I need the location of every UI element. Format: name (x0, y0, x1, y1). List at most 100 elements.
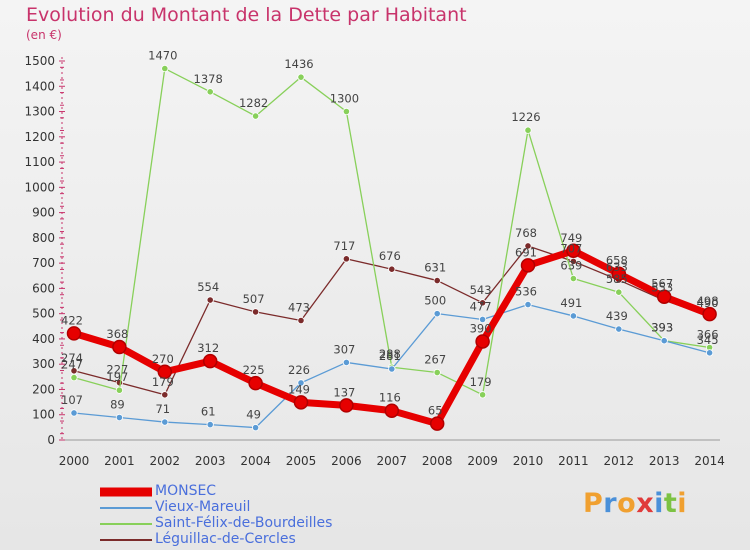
data-point-3 (342, 255, 350, 263)
data-point-3 (252, 308, 260, 316)
data-label: 707 (560, 241, 582, 255)
proxiti-logo: Proxiti (583, 488, 687, 519)
data-point-1 (297, 379, 305, 387)
data-point-1 (206, 420, 214, 429)
data-point-0 (339, 398, 354, 413)
data-label: 691 (515, 245, 537, 259)
x-tick-label: 2012 (604, 454, 635, 468)
data-point-1 (569, 312, 578, 320)
y-tick-label: 1000 (24, 180, 55, 194)
data-label: 281 (379, 349, 401, 363)
data-label: 227 (106, 363, 128, 377)
data-label: 768 (515, 226, 537, 240)
data-point-0 (202, 353, 218, 369)
legend-item: Vieux-Mareuil (100, 499, 400, 516)
data-point-1 (161, 418, 169, 426)
data-point-3 (569, 257, 578, 265)
data-point-3 (206, 296, 214, 304)
data-label: 490 (697, 296, 719, 310)
y-tick-label: 400 (32, 332, 55, 346)
data-point-3 (297, 316, 305, 325)
y-tick-label: 100 (32, 408, 55, 422)
data-label: 439 (606, 309, 628, 323)
x-tick-label: 2009 (467, 454, 498, 468)
data-label: 1282 (239, 96, 268, 110)
data-label: 491 (560, 296, 582, 310)
data-label: 307 (333, 342, 355, 356)
data-point-2 (433, 368, 441, 377)
data-point-2 (161, 64, 169, 73)
data-label: 61 (201, 405, 216, 419)
logo-letter: r (603, 488, 618, 519)
y-tick-label: 700 (32, 256, 55, 270)
data-point-1 (433, 310, 441, 318)
data-label: 477 (470, 299, 492, 313)
data-label: 553 (651, 280, 673, 294)
data-label: 390 (470, 321, 492, 335)
data-label: 631 (424, 261, 446, 275)
data-point-1 (252, 424, 260, 432)
data-label: 197 (106, 370, 128, 384)
data-label: 473 (288, 300, 310, 314)
legend-label: Saint-Félix-de-Bourdeilles (155, 515, 333, 531)
data-label: 137 (333, 385, 355, 399)
data-label: 393 (651, 321, 673, 335)
legend-swatch (100, 523, 152, 525)
data-label: 1300 (330, 92, 359, 106)
data-label: 270 (152, 352, 174, 366)
data-point-0 (656, 289, 672, 304)
x-tick-label: 2001 (104, 454, 135, 468)
data-point-2 (615, 288, 623, 296)
data-label: 749 (560, 231, 582, 245)
y-tick-label: 200 (32, 382, 55, 396)
x-tick-label: 2011 (558, 454, 589, 468)
x-tick-label: 2000 (59, 454, 90, 468)
data-label: 65 (428, 404, 443, 418)
data-label: 288 (379, 347, 401, 361)
data-point-0 (566, 243, 581, 259)
data-point-1 (115, 413, 124, 422)
y-tick-label: 600 (32, 281, 55, 295)
y-tick-label: 1100 (24, 155, 55, 169)
data-label: 1470 (148, 49, 177, 63)
data-label: 179 (470, 375, 492, 389)
x-tick-label: 2005 (286, 454, 317, 468)
logo-letter: P (583, 488, 604, 519)
data-label: 49 (246, 408, 261, 422)
data-point-0 (611, 266, 627, 281)
x-tick-label: 2014 (694, 454, 725, 468)
data-label: 89 (110, 398, 125, 412)
x-tick-label: 2003 (195, 454, 226, 468)
data-point-0 (293, 395, 309, 410)
data-point-0 (157, 364, 173, 380)
data-point-0 (112, 339, 127, 355)
legend-label: Léguillac-de-Cercles (155, 531, 296, 547)
logo-letter: x (636, 488, 655, 519)
y-tick-label: 900 (32, 206, 55, 220)
y-tick-label: 1200 (24, 130, 55, 144)
logo-letter: i (677, 488, 688, 519)
data-point-1 (660, 337, 668, 345)
data-label: 71 (155, 402, 170, 416)
data-point-2 (70, 373, 78, 382)
x-tick-label: 2004 (240, 454, 271, 468)
data-point-2 (297, 73, 305, 81)
y-tick-label: 1400 (24, 79, 55, 93)
data-point-3 (70, 367, 78, 375)
data-point-0 (520, 258, 536, 273)
data-label: 267 (424, 353, 446, 367)
data-point-2 (342, 107, 350, 116)
data-point-1 (615, 325, 623, 333)
y-tick-label: 0 (47, 433, 55, 447)
legend-item: MONSEC (100, 483, 400, 500)
data-label: 1226 (511, 110, 540, 124)
data-label: 536 (515, 285, 537, 299)
data-point-3 (433, 276, 441, 285)
data-point-2 (115, 386, 124, 394)
legend-item: Saint-Félix-de-Bourdeilles (100, 515, 400, 532)
data-label: 633 (606, 260, 628, 274)
data-point-0 (384, 403, 400, 418)
data-label: 345 (697, 333, 719, 347)
data-label: 274 (61, 351, 83, 365)
